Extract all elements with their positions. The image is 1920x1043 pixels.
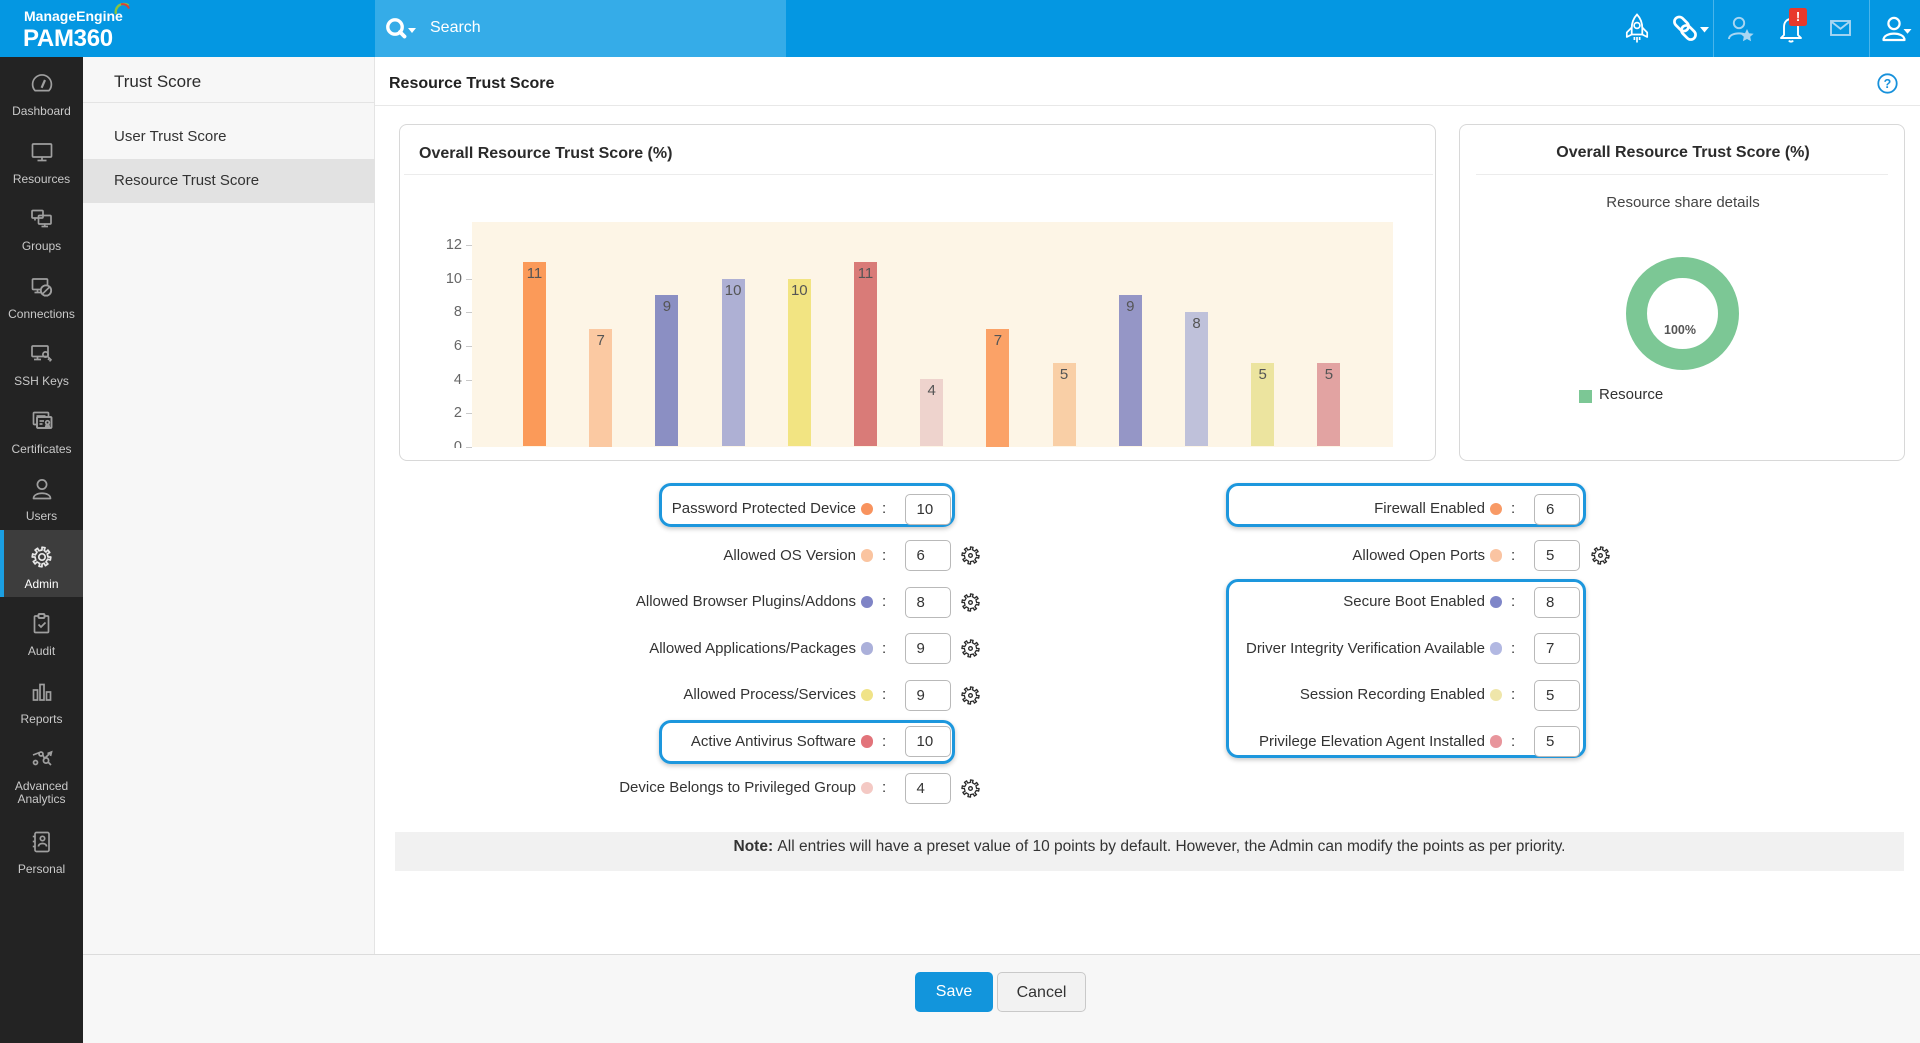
svg-text:?: ? (1884, 77, 1892, 91)
svg-text:100%: 100% (1664, 323, 1696, 337)
